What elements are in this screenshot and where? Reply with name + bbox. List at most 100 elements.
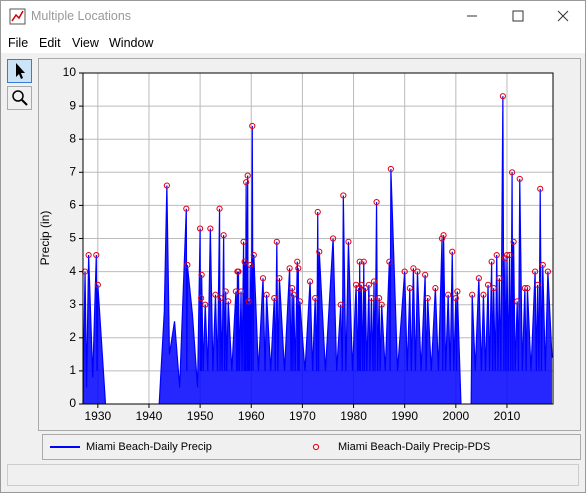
pds-point: [414, 268, 421, 275]
y-tick-label: 1: [69, 363, 76, 377]
pds-point: [237, 288, 245, 295]
pds-point: [440, 232, 447, 239]
pds-point: [484, 281, 492, 288]
app-icon: [9, 8, 26, 25]
pds-point: [249, 122, 256, 130]
pds-point: [225, 298, 232, 305]
pds-point: [271, 294, 278, 302]
legend: [42, 434, 581, 460]
menu-item[interactable]: Edit: [39, 36, 61, 50]
pds-point: [337, 301, 344, 308]
plot-border: [82, 72, 554, 405]
x-tick-label: 1930: [84, 409, 111, 423]
pds-point: [247, 261, 254, 269]
pds-point: [240, 238, 247, 245]
pds-point: [516, 175, 523, 183]
pds-point: [532, 268, 539, 275]
pds-point: [198, 271, 205, 279]
pds-point: [452, 294, 459, 302]
pds-point: [438, 235, 446, 242]
pds-point: [316, 248, 323, 255]
pds-point: [202, 301, 209, 308]
pds-point: [537, 185, 544, 192]
pds-point: [294, 258, 301, 265]
pds-point: [94, 281, 101, 288]
pds-point: [401, 268, 408, 275]
menu-item[interactable]: File: [8, 36, 29, 50]
menu-item[interactable]: View: [72, 36, 99, 50]
y-tick-label: 4: [69, 264, 76, 278]
pds-point: [488, 258, 495, 265]
pds-point: [345, 238, 352, 245]
menu-item[interactable]: Window: [109, 36, 154, 50]
pds-point: [406, 285, 413, 292]
pds-point: [370, 278, 378, 285]
legend-swatch: [312, 443, 320, 451]
title-bar: Multiple Locations: [1, 1, 585, 32]
pds-point: [306, 278, 314, 285]
pds-point: [539, 261, 546, 269]
x-tick-label: 1940: [136, 409, 163, 423]
pds-point: [358, 281, 365, 288]
pds-point: [329, 235, 337, 242]
pds-point: [296, 298, 303, 305]
pds-point: [314, 208, 321, 216]
pds-point: [207, 225, 214, 232]
status-bar: [7, 464, 579, 486]
pds-point: [241, 258, 248, 265]
pointer-icon: [16, 63, 25, 79]
pds-point: [508, 169, 516, 176]
pds-point: [410, 265, 417, 272]
pds-point: [222, 288, 229, 295]
pds-point: [368, 294, 375, 302]
chart: Precip (in) 0 1 2 3 4 5 6 7 8 9 10 1930 1940 1950 1960…: [38, 58, 581, 460]
y-axis-label: Precip (in): [38, 211, 52, 266]
window-controls[interactable]: [445, 1, 585, 31]
pds-point: [259, 275, 267, 282]
pds-point: [184, 261, 191, 269]
pds-point: [312, 294, 319, 302]
pds-point: [503, 251, 511, 259]
pds-point: [469, 291, 476, 298]
pds-point: [276, 275, 283, 282]
zoom-tool[interactable]: [7, 86, 32, 110]
pds-point: [480, 291, 487, 298]
x-tick-label: 2010: [494, 409, 521, 423]
x-tick-label: 1980: [340, 409, 367, 423]
pds-point: [510, 238, 517, 245]
y-tick-label: 9: [69, 98, 76, 112]
pds-point: [286, 265, 293, 272]
pds-point: [376, 294, 383, 302]
pds-point: [387, 165, 394, 173]
pds-point: [524, 285, 531, 292]
pds-point: [263, 291, 270, 298]
pds-point: [506, 251, 513, 259]
y-tick-label: 6: [69, 198, 76, 212]
pds-point: [514, 298, 521, 305]
pds-point: [496, 275, 503, 282]
pds-point: [378, 301, 385, 308]
y-tick-label: 3: [69, 297, 76, 311]
pds-point: [295, 265, 302, 272]
pds-point: [81, 268, 89, 275]
pds-point: [360, 258, 367, 265]
pds-point: [445, 291, 452, 298]
pds-point: [183, 205, 190, 212]
pds-point: [216, 205, 223, 212]
pds-point: [449, 248, 456, 255]
pointer-tool[interactable]: [7, 59, 32, 83]
pds-point: [197, 225, 204, 232]
pds-point: [475, 275, 482, 282]
pds-point: [290, 291, 297, 298]
maximize[interactable]: [512, 10, 524, 22]
pds-point: [198, 294, 205, 302]
pds-point: [244, 172, 251, 179]
x-tick-label: 1960: [238, 409, 265, 423]
pds-point: [243, 179, 250, 186]
pds-point: [217, 294, 224, 302]
y-tick-label: 0: [69, 396, 76, 410]
close[interactable]: [557, 10, 569, 22]
pds-point: [521, 285, 528, 292]
pds-point: [245, 298, 252, 305]
